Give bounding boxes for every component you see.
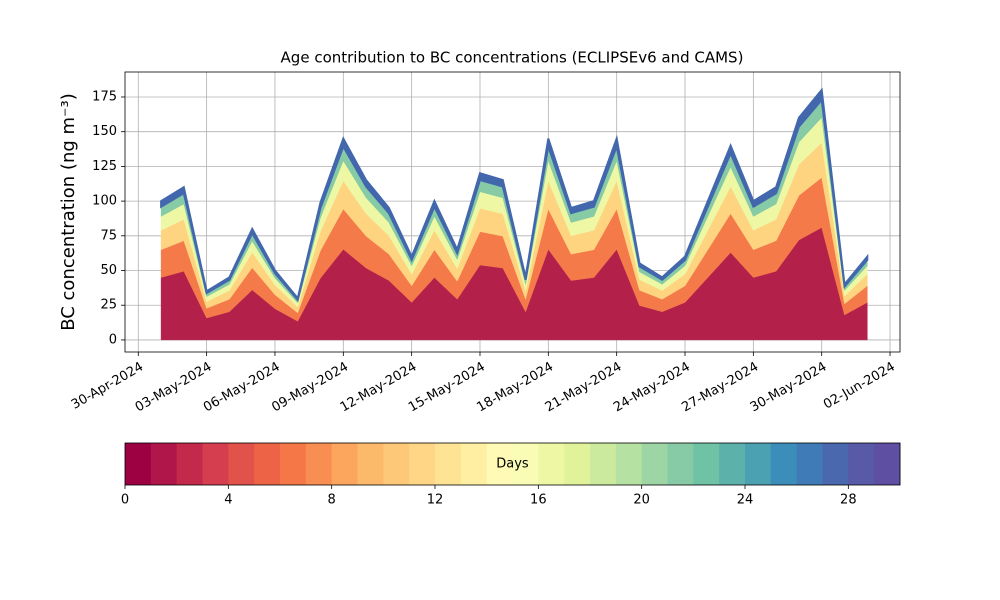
colorbar-swatch bbox=[460, 443, 488, 485]
y-tick-label: 100 bbox=[92, 194, 117, 209]
colorbar-swatch bbox=[176, 443, 203, 485]
x-tick-label: 21-May-2024 bbox=[543, 360, 625, 416]
colorbar-swatch bbox=[822, 443, 849, 485]
colorbar-tick-label: 16 bbox=[530, 493, 547, 508]
x-tick-label: 15-May-2024 bbox=[406, 360, 488, 416]
colorbar-swatch bbox=[125, 443, 152, 485]
x-tick-label: 27-May-2024 bbox=[679, 360, 761, 416]
y-tick-label: 175 bbox=[92, 89, 117, 104]
colorbar-tick-label: 8 bbox=[328, 493, 336, 508]
colorbar-tick-label: 28 bbox=[840, 493, 857, 508]
x-tick-label: 02-Jun-2024 bbox=[821, 360, 898, 413]
x-tick-label: 30-May-2024 bbox=[748, 360, 830, 416]
colorbar-swatch bbox=[150, 443, 178, 485]
chart-title: Age contribution to BC concentrations (E… bbox=[281, 49, 744, 67]
colorbar-swatch bbox=[590, 443, 617, 485]
colorbar-swatch bbox=[796, 443, 823, 485]
colorbar-swatch bbox=[435, 443, 462, 485]
colorbar-swatch bbox=[254, 443, 281, 485]
colorbar-tick-label: 4 bbox=[224, 493, 232, 508]
colorbar-swatch bbox=[615, 443, 643, 485]
x-tick-label: 24-May-2024 bbox=[611, 360, 693, 416]
colorbar-label: Days bbox=[496, 457, 529, 472]
y-tick-label: 25 bbox=[100, 298, 117, 313]
colorbar-swatch bbox=[331, 443, 358, 485]
y-axis-label: BC concentration (ng m⁻³) bbox=[58, 93, 79, 331]
colorbar-tick-label: 0 bbox=[121, 493, 129, 508]
x-tick-label: 09-May-2024 bbox=[269, 360, 351, 416]
colorbar-swatch bbox=[745, 443, 772, 485]
x-tick-label: 18-May-2024 bbox=[474, 360, 556, 416]
colorbar-swatch bbox=[228, 443, 255, 485]
colorbar-swatch bbox=[641, 443, 668, 485]
colorbar-swatch bbox=[667, 443, 694, 485]
colorbar-swatch bbox=[512, 443, 539, 485]
colorbar-swatch bbox=[409, 443, 436, 485]
colorbar-frame bbox=[124, 442, 901, 486]
x-tick-label: 12-May-2024 bbox=[338, 360, 420, 416]
x-tick-label: 03-May-2024 bbox=[133, 360, 215, 416]
colorbar-swatch bbox=[486, 443, 513, 485]
colorbar-swatch bbox=[848, 443, 875, 485]
colorbar-swatch bbox=[564, 443, 591, 485]
colorbar-tick-label: 20 bbox=[633, 493, 650, 508]
colorbar-swatch bbox=[357, 443, 384, 485]
colorbar-swatch bbox=[719, 443, 746, 485]
x-tick-label: 06-May-2024 bbox=[201, 360, 283, 416]
plot-frame bbox=[124, 71, 901, 353]
colorbar-tick-label: 12 bbox=[427, 493, 444, 508]
colorbar-swatch bbox=[305, 443, 333, 485]
colorbar-swatch bbox=[770, 443, 798, 485]
y-tick-label: 50 bbox=[100, 263, 117, 278]
colorbar-swatch bbox=[383, 443, 410, 485]
colorbar-swatch bbox=[693, 443, 720, 485]
y-tick-label: 125 bbox=[92, 159, 117, 174]
colorbar-swatch bbox=[202, 443, 229, 485]
y-tick-label: 150 bbox=[92, 124, 117, 139]
y-tick-label: 0 bbox=[109, 332, 117, 347]
colorbar-tick-label: 24 bbox=[737, 493, 754, 508]
colorbar-swatch bbox=[874, 443, 901, 485]
y-tick-label: 75 bbox=[100, 228, 117, 243]
colorbar-swatch bbox=[280, 443, 307, 485]
area-band bbox=[160, 87, 869, 303]
colorbar-swatch bbox=[538, 443, 565, 485]
